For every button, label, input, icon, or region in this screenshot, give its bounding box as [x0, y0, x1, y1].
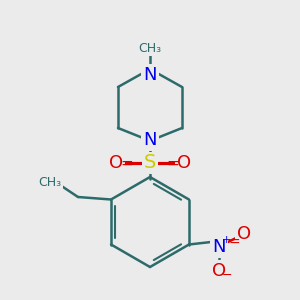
Text: O: O	[212, 262, 226, 280]
Text: O: O	[109, 154, 123, 172]
Text: S: S	[144, 154, 156, 172]
Text: =: =	[167, 155, 179, 170]
Text: +: +	[221, 235, 231, 245]
Text: =: =	[228, 236, 240, 250]
Text: CH₃: CH₃	[138, 41, 162, 55]
Text: O: O	[177, 154, 191, 172]
Text: N: N	[212, 238, 226, 256]
Text: =: =	[121, 155, 134, 170]
Text: −: −	[222, 268, 232, 281]
Text: O: O	[237, 225, 251, 243]
Text: N: N	[143, 66, 157, 84]
Text: CH₃: CH₃	[38, 176, 61, 188]
Text: N: N	[143, 131, 157, 149]
